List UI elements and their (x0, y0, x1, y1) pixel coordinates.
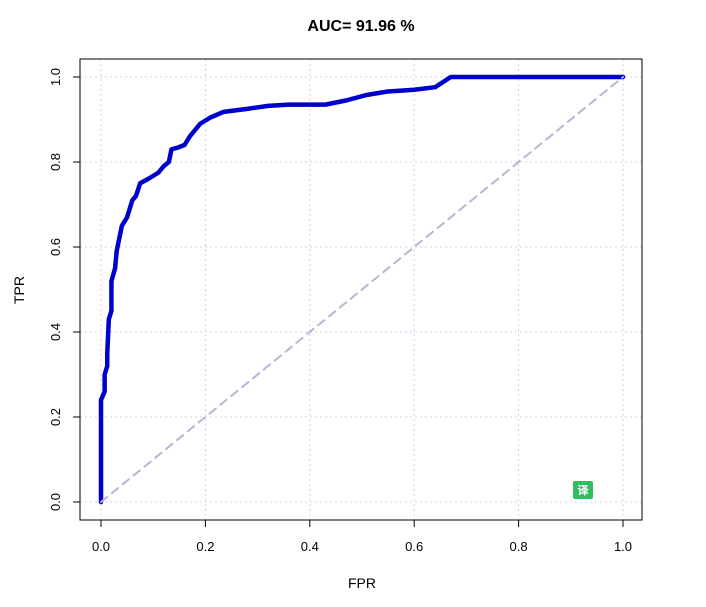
translate-badge-label: 译 (578, 484, 590, 497)
y-tick-label: 0.4 (48, 323, 63, 341)
series-layer (98, 74, 626, 505)
y-axis-label: TPR (11, 276, 27, 304)
roc-curve-line (98, 74, 626, 505)
x-tick-label: 0.8 (510, 539, 528, 554)
y-tick-label: 0.0 (48, 493, 63, 511)
x-tick-label: 0.0 (92, 539, 110, 554)
y-axis: 0.0 0.2 0.4 0.6 0.8 1.0 (48, 68, 81, 511)
translate-badge[interactable]: 译 (573, 481, 593, 499)
x-axis: 0.0 0.2 0.4 0.6 0.8 1.0 (92, 519, 632, 554)
y-tick-label: 0.8 (48, 153, 63, 171)
x-tick-label: 0.2 (196, 539, 214, 554)
x-axis-label: FPR (348, 575, 376, 591)
diagonal-reference-line (100, 76, 624, 503)
chart-title: AUC= 91.96 % (307, 18, 414, 35)
translate-badge-bg (573, 481, 593, 499)
y-tick-label: 0.6 (48, 238, 63, 256)
y-tick-label: 0.2 (48, 408, 63, 426)
y-tick-label: 1.0 (48, 68, 63, 86)
x-tick-label: 1.0 (614, 539, 632, 554)
x-tick-label: 0.6 (405, 539, 423, 554)
x-tick-label: 0.4 (301, 539, 319, 554)
grid (80, 59, 642, 520)
